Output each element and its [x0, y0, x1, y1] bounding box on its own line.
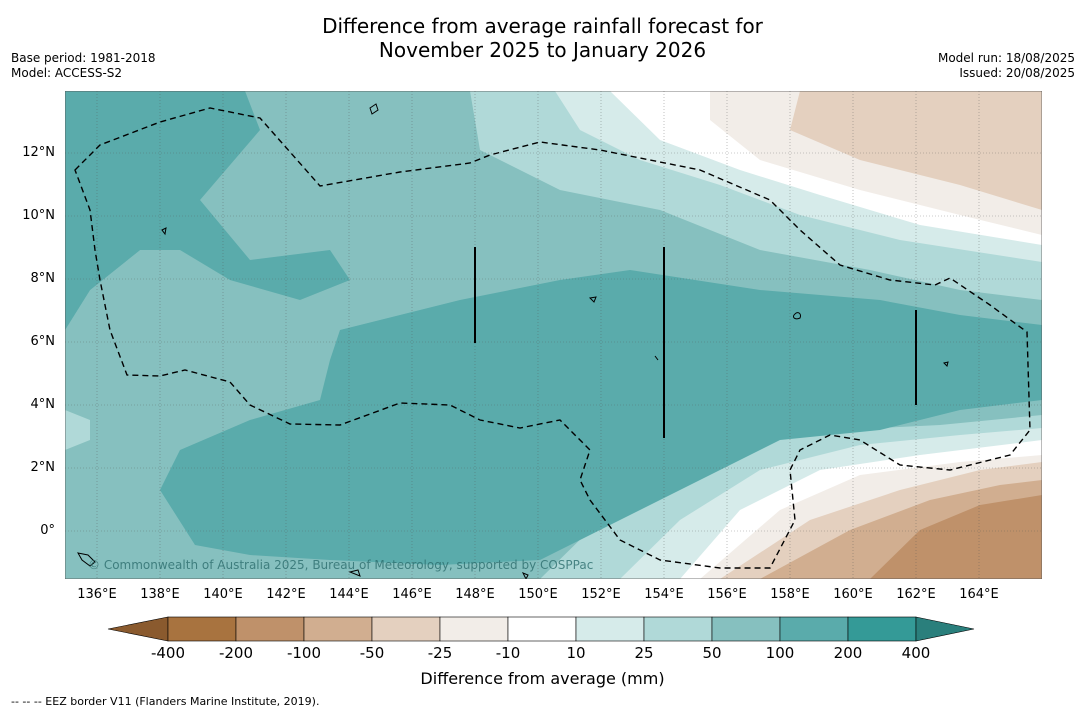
- x-tick-label: 148°E: [455, 587, 495, 602]
- meta-right: Model run: 18/08/2025 Issued: 20/08/2025: [938, 51, 1075, 81]
- copyright-text: © Commonwealth of Australia 2025, Bureau…: [88, 558, 594, 572]
- footnote: -- -- -- EEZ border V11 (Flanders Marine…: [11, 695, 320, 708]
- x-tick-label: 152°E: [581, 587, 621, 602]
- y-tick-label: 10°N: [22, 208, 55, 223]
- colorbar-segment: [235, 616, 305, 642]
- colorbar-tick-label: -10: [495, 644, 521, 662]
- x-tick-label: 164°E: [959, 587, 999, 602]
- colorbar-segment: [847, 616, 917, 642]
- colorbar: [107, 616, 975, 642]
- x-tick-label: 158°E: [770, 587, 810, 602]
- colorbar-below-arrow: [107, 616, 169, 642]
- x-tick-label: 142°E: [266, 587, 306, 602]
- x-tick-label: 156°E: [707, 587, 747, 602]
- colorbar-tick-label: 100: [765, 644, 795, 662]
- colorbar-segment: [779, 616, 849, 642]
- x-tick-label: 136°E: [77, 587, 117, 602]
- colorbar-segment: [507, 616, 577, 642]
- x-tick-label: 162°E: [896, 587, 936, 602]
- colorbar-segment: [439, 616, 509, 642]
- y-tick-label: 6°N: [30, 334, 56, 349]
- map-title: Difference from average rainfall forecas…: [0, 14, 1085, 62]
- colorbar-tick-label: -200: [218, 644, 254, 662]
- colorbar-title: Difference from average (mm): [420, 669, 665, 688]
- x-tick-label: 150°E: [518, 587, 558, 602]
- colorbar-tick-label: 10: [566, 644, 586, 662]
- title-line-2: November 2025 to January 2026: [378, 38, 707, 62]
- meta-left: Base period: 1981-2018 Model: ACCESS-S2: [11, 51, 156, 81]
- x-tick-label: 138°E: [140, 587, 180, 602]
- model-text: Model: ACCESS-S2: [11, 66, 123, 80]
- y-tick-label: 4°N: [30, 397, 56, 412]
- y-tick-label: 8°N: [30, 271, 56, 286]
- colorbar-above-arrow: [915, 616, 975, 642]
- colorbar-segment: [575, 616, 645, 642]
- colorbar-segment: [711, 616, 781, 642]
- x-tick-label: 144°E: [329, 587, 369, 602]
- y-tick-label: 12°N: [22, 145, 55, 160]
- colorbar-tick-label: 400: [901, 644, 931, 662]
- colorbar-segment: [371, 616, 441, 642]
- x-tick-label: 146°E: [392, 587, 432, 602]
- x-tick-label: 154°E: [644, 587, 684, 602]
- y-tick-label: 0°: [40, 523, 55, 538]
- colorbar-tick-label: -50: [359, 644, 385, 662]
- rainfall-contours: [65, 91, 1042, 579]
- colorbar-tick-label: 25: [634, 644, 654, 662]
- colorbar-tick-label: -400: [150, 644, 186, 662]
- model-run-text: Model run: 18/08/2025: [937, 51, 1075, 65]
- title-line-1: Difference from average rainfall forecas…: [322, 14, 763, 38]
- y-tick-label: 2°N: [30, 460, 56, 475]
- colorbar-tick-label: -25: [427, 644, 453, 662]
- x-tick-label: 160°E: [833, 587, 873, 602]
- colorbar-segment: [167, 616, 237, 642]
- colorbar-tick-label: 200: [833, 644, 863, 662]
- colorbar-tick-label: -100: [286, 644, 322, 662]
- colorbar-tick-label: 50: [702, 644, 722, 662]
- x-tick-label: 140°E: [203, 587, 243, 602]
- colorbar-segment: [303, 616, 373, 642]
- issued-text: Issued: 20/08/2025: [959, 66, 1075, 80]
- colorbar-segment: [643, 616, 713, 642]
- base-period-text: Base period: 1981-2018: [11, 51, 156, 65]
